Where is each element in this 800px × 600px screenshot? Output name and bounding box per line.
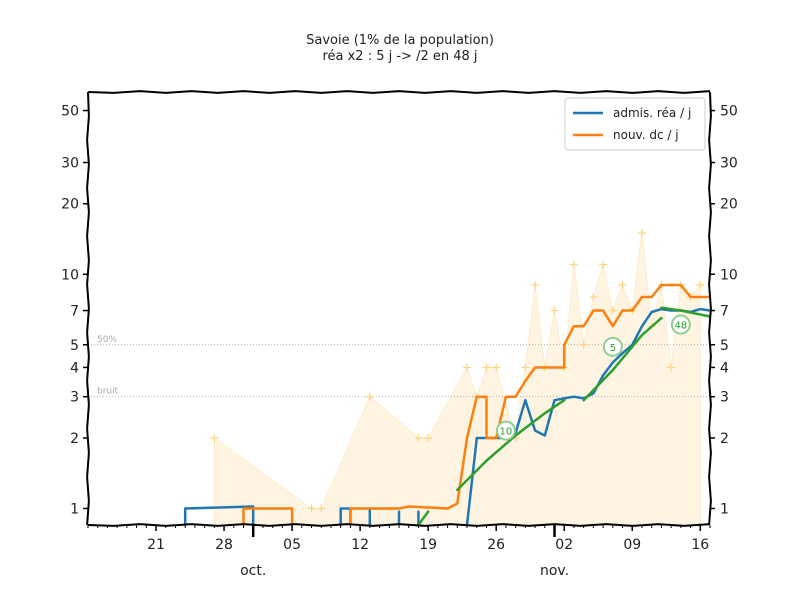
y-tick-label-right: 50	[720, 104, 738, 120]
reference-lines: 50% bruit	[88, 335, 710, 398]
raw-point	[589, 292, 598, 301]
x-tick-label: 02	[555, 537, 573, 553]
legend-entry: nouv. dc / j	[613, 128, 679, 142]
legend-box	[564, 97, 706, 151]
raw-point	[569, 260, 578, 269]
raw-point	[521, 363, 530, 372]
y-tick-label: 50	[61, 104, 79, 120]
axis-top	[87, 90, 711, 94]
y-tick-label: 5	[70, 338, 79, 354]
y-tick-label-right: 5	[720, 338, 729, 354]
axis-right	[708, 91, 712, 526]
trend-badge-label: 10	[500, 427, 513, 438]
raw-point	[696, 280, 705, 289]
series-line-1	[349, 283, 710, 525]
raw-point	[531, 280, 540, 289]
axis-bottom	[87, 523, 711, 527]
y-tick-label: 1	[70, 501, 79, 517]
series-line-1	[242, 507, 294, 525]
raw-points	[210, 229, 705, 513]
raw-point	[492, 363, 501, 372]
month-label: nov.	[540, 563, 569, 579]
trend-badge	[602, 336, 623, 357]
y-tick-label-right: 4	[720, 360, 729, 376]
y-tick-label-right: 3	[720, 390, 729, 406]
y-tick-label: 7	[70, 304, 79, 320]
raw-point	[210, 433, 219, 442]
raw-point	[618, 280, 627, 289]
trend-badge-label: 48	[674, 321, 687, 332]
y-tick-label-right: 2	[720, 431, 729, 447]
trend-badge	[670, 314, 691, 335]
x-tick-label: 21	[147, 537, 165, 553]
raw-point	[463, 363, 472, 372]
raw-area-path	[213, 232, 701, 526]
y-tick-label-right: 10	[720, 267, 738, 283]
chart-title: Savoie (1% de la population)	[306, 33, 494, 48]
raw-point	[414, 433, 423, 442]
x-tick-label: 05	[283, 537, 301, 553]
raw-point	[482, 363, 491, 372]
y-tick-label: 4	[70, 360, 79, 376]
trend-line	[582, 316, 663, 402]
y-tick-label: 2	[70, 431, 79, 447]
reference-line-label: 50%	[97, 335, 117, 345]
x-tick-label: 26	[487, 537, 505, 553]
x-tick-label: 16	[691, 537, 709, 553]
y-tick-label: 20	[61, 197, 79, 213]
series-line-0	[183, 505, 255, 525]
raw-point	[365, 392, 374, 401]
legend: admis. réa / j nouv. dc / j	[564, 97, 706, 151]
y-tick-label-right: 30	[720, 156, 738, 172]
trend-line	[660, 306, 710, 318]
raw-point	[317, 504, 326, 513]
raw-point	[599, 260, 608, 269]
chart-subtitle: réa x2 : 5 j -> /2 en 48 j	[322, 49, 477, 64]
reference-line-label: bruit	[97, 387, 119, 397]
y-tick-label-right: 1	[720, 501, 729, 517]
x-tick-label: 12	[351, 537, 369, 553]
trend-layer: 10 5 48	[417, 306, 710, 525]
axis-left	[86, 91, 90, 526]
y-tick-label-right: 20	[720, 197, 738, 213]
y-tick-label: 30	[61, 156, 79, 172]
y-tick-label: 10	[61, 267, 79, 283]
x-tick-label: 28	[215, 537, 233, 553]
axes	[83, 90, 715, 537]
raw-point	[307, 504, 316, 513]
month-label: oct.	[240, 563, 266, 579]
raw-point	[667, 363, 676, 372]
raw-point	[637, 229, 646, 238]
y-tick-label-right: 7	[720, 304, 729, 320]
trend-line	[417, 510, 430, 525]
trend-badge-label: 5	[610, 343, 616, 354]
raw-point	[424, 433, 433, 442]
trend-badge	[495, 420, 516, 441]
raw-point	[579, 340, 588, 349]
raw-point	[550, 306, 559, 315]
x-tick-label: 09	[623, 537, 641, 553]
trend-line	[456, 398, 566, 492]
raw-area	[213, 232, 701, 526]
y-tick-label: 3	[70, 390, 79, 406]
legend-entry: admis. réa / j	[613, 106, 691, 120]
raw-point	[608, 306, 617, 315]
x-tick-label: 19	[419, 537, 437, 553]
